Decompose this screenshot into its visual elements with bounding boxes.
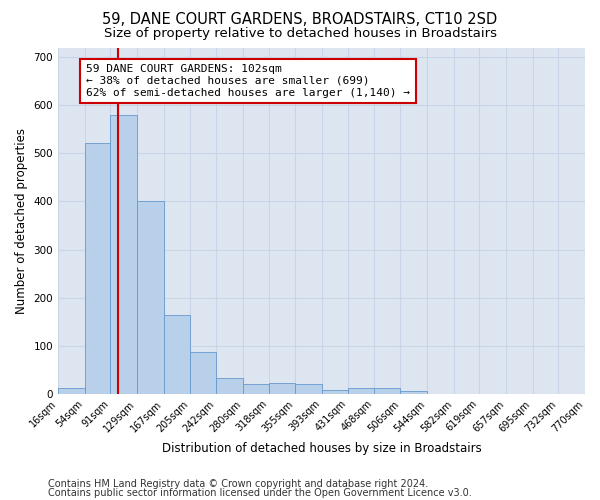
Text: 59, DANE COURT GARDENS, BROADSTAIRS, CT10 2SD: 59, DANE COURT GARDENS, BROADSTAIRS, CT1… bbox=[103, 12, 497, 28]
Text: Contains public sector information licensed under the Open Government Licence v3: Contains public sector information licen… bbox=[48, 488, 472, 498]
Bar bbox=[348, 388, 374, 394]
Bar bbox=[85, 143, 110, 394]
Bar bbox=[216, 378, 242, 394]
Bar bbox=[295, 384, 322, 394]
Bar bbox=[110, 115, 137, 394]
Text: Contains HM Land Registry data © Crown copyright and database right 2024.: Contains HM Land Registry data © Crown c… bbox=[48, 479, 428, 489]
Bar bbox=[164, 314, 190, 394]
Bar bbox=[269, 384, 295, 394]
Bar bbox=[400, 392, 427, 394]
Text: 59 DANE COURT GARDENS: 102sqm
← 38% of detached houses are smaller (699)
62% of : 59 DANE COURT GARDENS: 102sqm ← 38% of d… bbox=[86, 64, 410, 98]
Bar bbox=[242, 384, 269, 394]
Bar bbox=[58, 388, 85, 394]
Bar bbox=[190, 352, 216, 394]
X-axis label: Distribution of detached houses by size in Broadstairs: Distribution of detached houses by size … bbox=[161, 442, 481, 455]
Bar bbox=[322, 390, 348, 394]
Y-axis label: Number of detached properties: Number of detached properties bbox=[15, 128, 28, 314]
Bar bbox=[374, 388, 400, 394]
Bar bbox=[137, 202, 164, 394]
Text: Size of property relative to detached houses in Broadstairs: Size of property relative to detached ho… bbox=[104, 28, 497, 40]
